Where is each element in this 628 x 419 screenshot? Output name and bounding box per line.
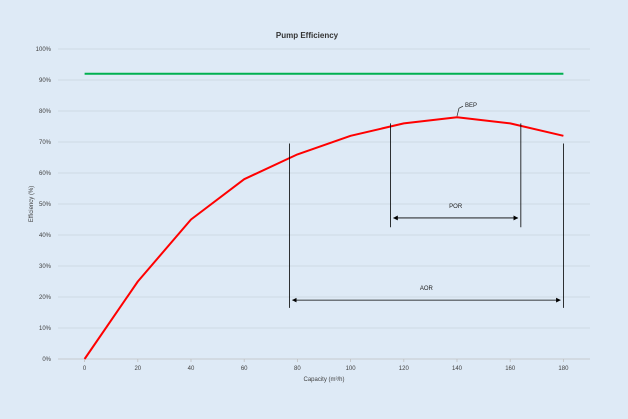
annotations: BEP POR AOR	[289, 103, 564, 308]
y-tick-label: 90%	[39, 78, 52, 84]
axes: 0% 10% 20% 30% 40% 50% 60% 70% 80% 90% 100% 0 20 40 60…	[36, 47, 590, 372]
bep-callout-line	[456, 105, 464, 117]
x-tick-label: 120	[399, 366, 410, 372]
y-tick-label: 10%	[39, 326, 52, 332]
x-tick-label: 140	[452, 366, 463, 372]
por-label: POR	[449, 204, 463, 210]
series	[83, 72, 564, 360]
x-tick-label: 100	[346, 366, 357, 372]
x-tick-label: 60	[241, 366, 248, 372]
x-tick-label: 160	[505, 366, 516, 372]
y-tick-label: 20%	[39, 295, 52, 301]
x-tick-label: 20	[134, 366, 141, 372]
y-tick-label: 70%	[39, 140, 52, 146]
chart-title: Pump Efficiency	[276, 31, 339, 40]
y-tick-label: 30%	[39, 264, 52, 270]
y-axis-title: Efficiency (%)	[29, 186, 35, 223]
y-tick-label: 40%	[39, 233, 52, 239]
x-tick-label: 40	[188, 366, 195, 372]
y-tick-label: 0%	[42, 357, 51, 363]
bep-label: BEP	[465, 103, 477, 109]
y-tick-label: 80%	[39, 109, 52, 115]
series-line-1	[83, 116, 564, 360]
aor-label: AOR	[420, 286, 434, 292]
x-tick-label: 180	[558, 366, 569, 372]
gridlines	[58, 48, 590, 329]
y-tick-label: 50%	[39, 202, 52, 208]
x-tick-label: 80	[294, 366, 301, 372]
x-tick-label: 0	[83, 366, 87, 372]
x-axis-title: Capacity (m³/h)	[303, 377, 344, 383]
y-tick-label: 100%	[36, 47, 52, 53]
y-tick-label: 60%	[39, 171, 52, 177]
